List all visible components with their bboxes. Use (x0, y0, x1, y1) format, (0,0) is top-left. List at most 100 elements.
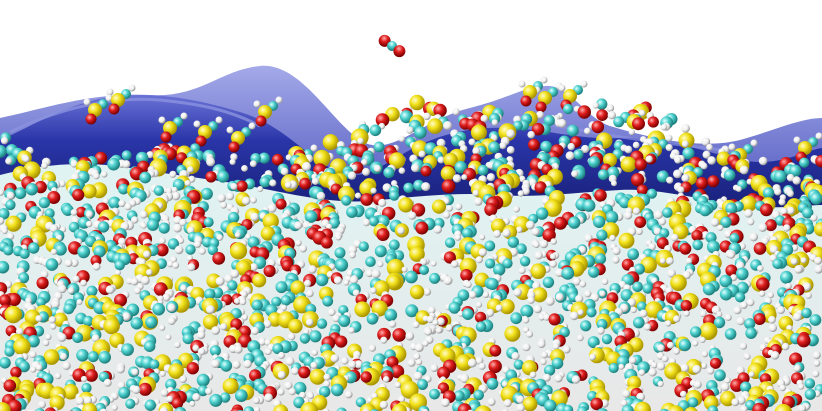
hydrogen-atom (165, 187, 173, 195)
carbon-atom (97, 221, 110, 233)
carbon-atom (809, 314, 822, 326)
carbon-atom (44, 208, 55, 219)
hydrogen-atom (592, 102, 599, 109)
hydrogen-atom (174, 245, 184, 255)
hydrogen-atom (211, 359, 220, 369)
hydrogen-atom (667, 341, 674, 349)
hydrogen-atom (736, 316, 745, 326)
hydrogen-atom (798, 383, 805, 390)
hydrogen-atom (557, 118, 567, 128)
hydrogen-atom (310, 361, 318, 369)
hydrogen-atom (285, 356, 295, 366)
oxygen-atom (433, 103, 447, 118)
hydrogen-atom (167, 303, 176, 312)
hydrogen-atom (307, 392, 314, 400)
carbon-atom (18, 360, 30, 373)
hydrogen-atom (424, 328, 432, 336)
hydrogen-atom (597, 327, 605, 335)
hydrogen-atom (580, 80, 588, 88)
hydrogen-atom (196, 330, 206, 340)
sulfur-atom (88, 103, 102, 117)
carbon-atom (165, 378, 177, 391)
oxygen-atom (489, 344, 502, 357)
hydrogen-atom (620, 399, 628, 407)
sulfur-atom (504, 325, 521, 342)
hydrogen-atom (421, 182, 431, 192)
hydrogen-atom (205, 387, 213, 395)
sulfur-atom (229, 242, 248, 260)
hydrogen-atom (572, 277, 581, 286)
oxygen-atom (36, 276, 49, 290)
hydrogen-atom (680, 390, 687, 398)
hydrogen-atom (706, 143, 713, 151)
carbon-atom (636, 301, 648, 312)
hydrogen-atom (348, 327, 355, 334)
hydrogen-atom (330, 354, 339, 363)
hydrogen-atom (550, 238, 557, 245)
sulfur-atom (182, 156, 200, 175)
hydrogen-atom (721, 382, 730, 392)
hydrogen-atom (267, 203, 277, 213)
hydrogen-atom (41, 162, 48, 170)
hydrogen-atom (361, 158, 368, 166)
carbon-atom (473, 389, 485, 401)
hydrogen-atom (673, 315, 681, 323)
hydrogen-atom (140, 275, 150, 285)
hydrogen-atom (748, 371, 755, 378)
carbon-atom (486, 278, 499, 290)
carbon-atom (582, 199, 596, 212)
oxygen-atom (680, 300, 692, 312)
hydrogen-atom (408, 211, 417, 220)
hydrogen-atom (815, 132, 822, 140)
hydrogen-atom (159, 370, 166, 377)
carbon-atom (414, 126, 427, 139)
hydrogen-atom (660, 123, 668, 131)
hydrogen-atom (118, 199, 126, 208)
carbon-atom (54, 243, 67, 256)
sulfur-atom (667, 405, 684, 411)
hydrogen-atom (35, 364, 43, 371)
hydrogen-atom (124, 202, 132, 211)
hydrogen-atom (624, 211, 633, 220)
carbon-atom (130, 317, 143, 330)
hydrogen-atom (0, 136, 9, 145)
carbon-atom (182, 333, 194, 345)
carbon-atom (692, 239, 703, 251)
sulfur-atom (814, 222, 822, 237)
hydrogen-atom (622, 389, 631, 398)
hydrogen-atom (291, 367, 299, 375)
carbon-atom (384, 308, 398, 322)
hydrogen-atom (72, 275, 80, 283)
carbon-atom (341, 195, 352, 206)
carbon-atom (551, 357, 564, 370)
hydrogen-atom (377, 261, 384, 268)
hydrogen-atom (269, 179, 277, 187)
carbon-atom (453, 390, 465, 402)
hydrogen-atom (802, 282, 812, 292)
hydrogen-atom (166, 395, 174, 403)
hydrogen-atom (23, 155, 30, 163)
hydrogen-atom (252, 397, 260, 405)
hydrogen-atom (571, 170, 579, 178)
carbon-atom (462, 308, 474, 321)
carbon-atom (580, 320, 592, 332)
carbon-atom (315, 273, 329, 287)
hydrogen-atom (344, 390, 353, 399)
hydrogen-atom (681, 124, 690, 133)
oxygen-atom (47, 191, 61, 204)
sulfur-atom (716, 151, 731, 166)
hydrogen-atom (727, 251, 735, 259)
hydrogen-atom (306, 289, 314, 298)
carbon-atom (77, 245, 91, 259)
hydrogen-atom (187, 166, 194, 173)
carbon-atom (114, 260, 125, 271)
hydrogen-atom (70, 258, 79, 268)
hydrogen-atom (783, 224, 791, 232)
oxygen-atom (730, 378, 744, 392)
carbon-atom (417, 379, 428, 390)
carbon-atom (216, 170, 230, 183)
carbon-atom (419, 265, 429, 275)
carbon-atom (149, 359, 160, 370)
hydrogen-atom (545, 296, 555, 306)
